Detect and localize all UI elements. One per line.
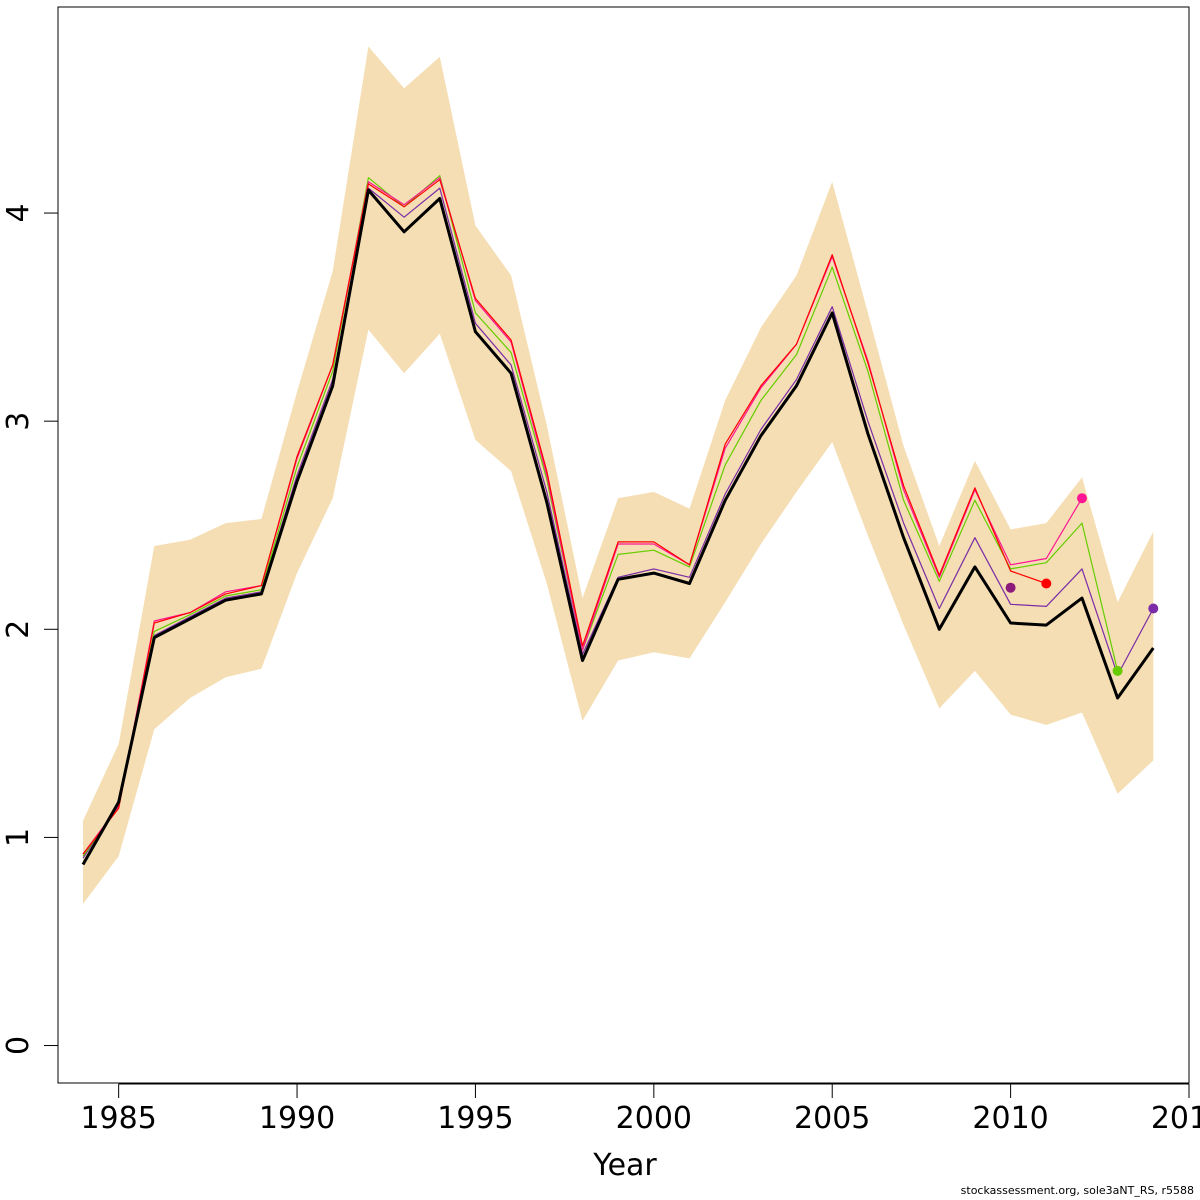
x-tick-label: 1995 <box>437 1101 513 1136</box>
confidence-band-area <box>83 46 1154 904</box>
y-tick-label: 0 <box>1 1036 36 1055</box>
series-line-0 <box>81 188 1155 866</box>
series-lines <box>81 175 1159 866</box>
y-axis: 0 1 2 3 4 <box>1 203 59 1055</box>
x-tick-label: 1985 <box>80 1101 156 1136</box>
x-tick-label: 2010 <box>972 1101 1048 1136</box>
series-endpoint-2 <box>1112 665 1123 676</box>
series-line-3 <box>82 177 1083 855</box>
x-tick-label: 2005 <box>794 1101 870 1136</box>
series-endpoint-1 <box>1148 603 1159 614</box>
series-line-2 <box>82 175 1119 857</box>
x-axis-title: Year <box>592 1148 657 1183</box>
footnote: stockassessment.org, sole3aNT_RS, r5588 <box>960 1184 1194 1197</box>
series-endpoint-4 <box>1041 578 1052 589</box>
x-axis: 1985 1990 1995 2000 2005 2010 2015 <box>80 1083 1200 1136</box>
confidence-band <box>83 46 1154 904</box>
y-tick-label: 4 <box>1 203 36 222</box>
series-line-4 <box>82 179 1047 855</box>
series-endpoint-3 <box>1077 493 1087 504</box>
x-tick-label: 2015 <box>1151 1101 1200 1136</box>
series-endpoint-5 <box>1005 582 1016 593</box>
y-tick-label: 2 <box>1 620 36 639</box>
x-tick-label: 2000 <box>616 1101 692 1136</box>
y-tick-label: 1 <box>1 828 36 847</box>
y-tick-label: 3 <box>1 412 36 431</box>
x-tick-label: 1990 <box>259 1101 335 1136</box>
